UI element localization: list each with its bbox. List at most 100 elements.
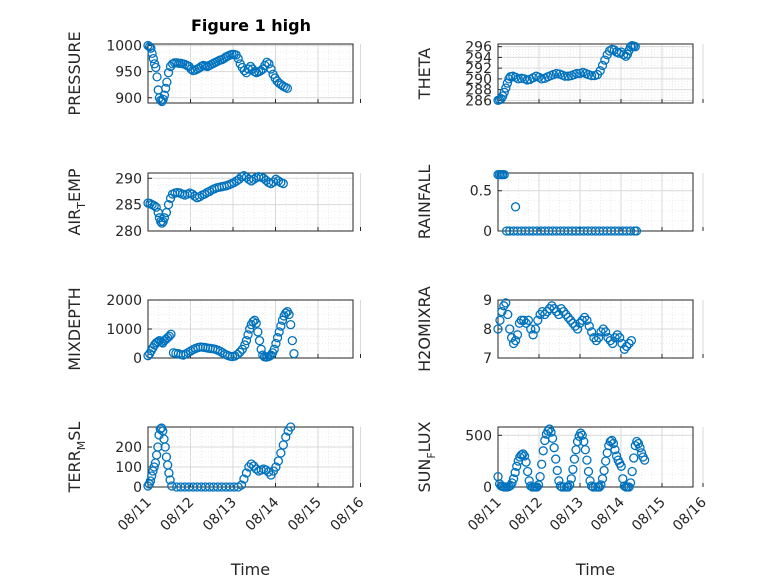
data-point: [233, 53, 243, 64]
data-series: [493, 298, 637, 354]
data-point: [505, 324, 515, 334]
data-point: [229, 177, 239, 188]
data-point: [516, 73, 527, 83]
data-point: [572, 68, 582, 79]
data-point: [547, 433, 558, 444]
data-point: [147, 471, 157, 481]
y-tick-label: 0.5: [470, 184, 492, 200]
data-point: [515, 452, 525, 462]
y-axis-label: THETA: [415, 48, 434, 100]
data-point: [616, 461, 626, 471]
data-point: [246, 459, 256, 469]
data-point: [243, 330, 253, 340]
data-point: [246, 176, 256, 186]
x-tick-label: 08/12: [506, 495, 546, 535]
data-point: [284, 309, 294, 320]
x-tick-label: 08/13: [547, 495, 587, 535]
data-point: [278, 178, 288, 189]
data-point: [253, 327, 263, 337]
data-point: [497, 306, 507, 317]
data-point: [167, 481, 177, 491]
axes-background: [498, 173, 693, 231]
data-point: [586, 327, 597, 337]
x-tick-label: 08/11: [465, 495, 505, 535]
y-tick-label: 500: [465, 428, 492, 444]
data-point: [538, 446, 548, 456]
x-tick-label: 08/15: [629, 495, 669, 535]
data-point: [276, 321, 286, 331]
axes-box: [147, 426, 354, 488]
data-point: [572, 436, 583, 447]
y-axis-label: PRESSURE: [65, 31, 84, 115]
data-point: [569, 454, 580, 464]
data-point: [596, 480, 606, 490]
data-point: [151, 62, 161, 73]
data-point: [625, 478, 636, 488]
data-point: [232, 349, 243, 360]
data-point: [235, 347, 245, 357]
data-point: [595, 66, 605, 76]
y-tick-label: 290: [115, 171, 142, 187]
data-point: [272, 333, 283, 343]
data-point: [507, 478, 517, 488]
data-point: [289, 348, 299, 359]
data-point: [615, 333, 625, 343]
data-point: [495, 315, 505, 325]
data-point: [629, 453, 639, 463]
data-point: [264, 59, 274, 69]
data-point: [160, 83, 171, 94]
data-point: [510, 335, 521, 346]
data-point: [273, 176, 284, 186]
y-tick-label: 292: [465, 61, 492, 77]
x-axis-label: Time: [575, 560, 615, 579]
data-point: [262, 57, 272, 67]
data-point: [540, 309, 550, 320]
data-point: [143, 481, 153, 491]
data-point: [549, 304, 559, 314]
data-point: [152, 72, 162, 82]
data-point: [256, 344, 266, 354]
data-point: [624, 482, 634, 492]
data-point: [549, 443, 559, 453]
data-point: [610, 333, 620, 343]
data-point: [570, 321, 580, 331]
data-point: [166, 329, 176, 339]
y-tick-label: 280: [115, 224, 142, 240]
data-point: [149, 462, 159, 472]
data-point: [281, 432, 291, 442]
data-point: [512, 330, 523, 340]
data-point: [582, 455, 592, 465]
data-point: [537, 459, 547, 469]
y-tick-label: 9: [483, 293, 492, 309]
y-axis-label: SUNFLUX: [415, 421, 438, 492]
data-point: [286, 319, 296, 330]
data-point: [521, 318, 531, 328]
data-point: [526, 324, 536, 334]
data-point: [603, 333, 613, 343]
data-point: [617, 338, 627, 349]
data-point: [501, 226, 512, 236]
data-point: [286, 422, 296, 432]
data-point: [554, 309, 564, 320]
axes-box: [147, 43, 354, 104]
y-tick-label: 290: [465, 72, 492, 88]
data-point: [600, 55, 610, 65]
data-point: [627, 466, 637, 477]
chart-title: Figure 1 high: [191, 16, 311, 35]
data-point: [551, 306, 562, 317]
data-point: [157, 96, 167, 107]
data-point: [594, 482, 605, 492]
data-point: [610, 445, 620, 455]
y-tick-label: 285: [115, 198, 142, 214]
data-point: [510, 202, 521, 212]
data-point: [508, 474, 519, 484]
x-tick-label: 08/13: [200, 495, 240, 535]
data-point: [604, 46, 615, 56]
data-point: [274, 327, 284, 337]
data-point: [558, 306, 569, 317]
data-series: [143, 170, 288, 228]
y-axis-label: TERRMSL: [65, 422, 88, 494]
subplot-4: 0 0.5 RAINFALL: [415, 165, 704, 240]
